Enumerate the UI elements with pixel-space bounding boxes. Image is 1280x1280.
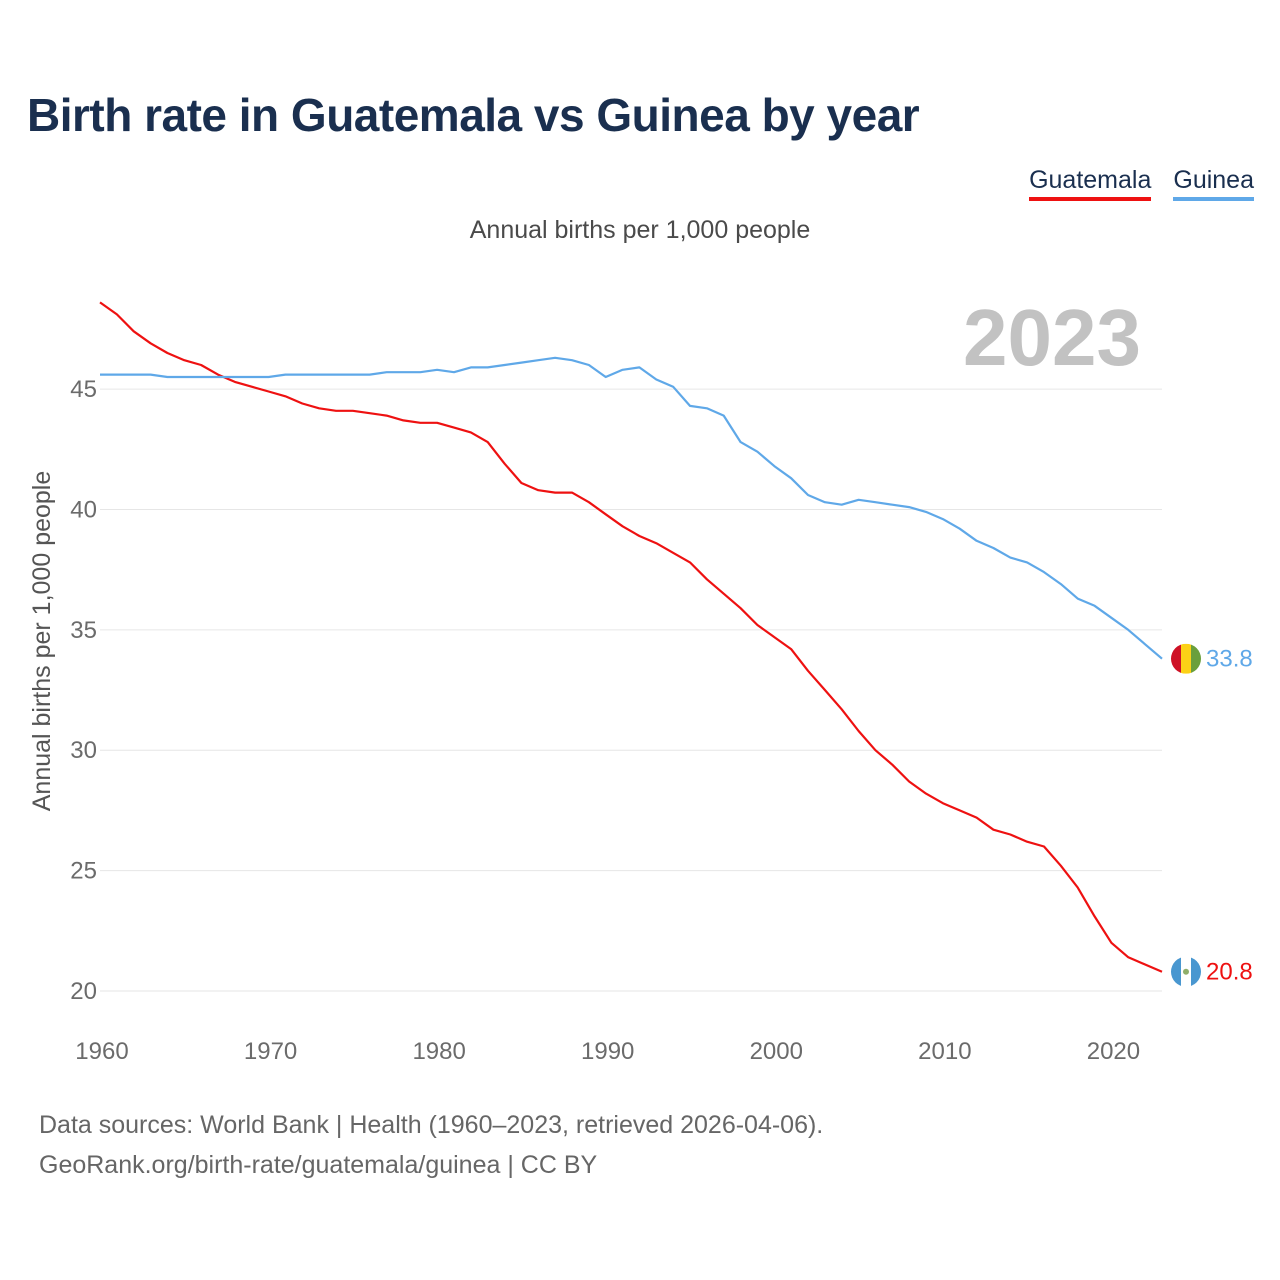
chart-title: Birth rate in Guatemala vs Guinea by yea… bbox=[27, 89, 920, 141]
line-chart: 20 25 30 35 40 45 1960 1970 1980 1990 2000 2010 202… bbox=[28, 301, 1253, 1065]
x-tick-label: 2010 bbox=[918, 1038, 971, 1065]
y-tick-label: 35 bbox=[70, 617, 97, 644]
y-tick-label: 30 bbox=[70, 737, 97, 764]
y-tick-label: 40 bbox=[70, 496, 97, 523]
y-axis-ticks: 20 25 30 35 40 45 bbox=[70, 376, 97, 1005]
series-line-guinea[interactable] bbox=[100, 356, 1163, 660]
y-tick-label: 25 bbox=[70, 858, 97, 885]
x-axis-ticks: 1960 1970 1980 1990 2000 2010 2020 bbox=[75, 1038, 1140, 1065]
legend-item-guatemala[interactable]: Guatemala bbox=[1029, 166, 1152, 201]
end-value-label-guinea: 33.8 bbox=[1206, 646, 1253, 673]
source-url[interactable]: GeoRank.org/birth-rate/guatemala/guinea … bbox=[39, 1151, 598, 1179]
series-line-guatemala[interactable] bbox=[99, 301, 1163, 973]
x-tick-label: 1980 bbox=[412, 1038, 465, 1065]
flag-icon-guinea bbox=[1171, 643, 1201, 674]
grid-lines bbox=[100, 388, 1162, 992]
y-axis-label: Annual births per 1,000 people bbox=[28, 471, 56, 812]
x-tick-label: 1970 bbox=[244, 1038, 297, 1065]
chart-subtitle: Annual births per 1,000 people bbox=[469, 216, 811, 244]
end-markers: 20.8 33.8 bbox=[1171, 643, 1253, 987]
legend: Guatemala Guinea bbox=[1029, 166, 1254, 201]
x-tick-label: 2000 bbox=[750, 1038, 803, 1065]
legend-item-guinea[interactable]: Guinea bbox=[1173, 166, 1254, 201]
flag-icon-guatemala bbox=[1171, 956, 1201, 987]
y-tick-label: 20 bbox=[70, 978, 97, 1005]
y-tick-label: 45 bbox=[70, 376, 97, 403]
x-tick-label: 1990 bbox=[581, 1038, 634, 1065]
end-value-label-guatemala: 20.8 bbox=[1206, 959, 1253, 986]
series-lines bbox=[99, 301, 1163, 973]
x-tick-label: 1960 bbox=[75, 1038, 128, 1065]
x-tick-label: 2020 bbox=[1087, 1038, 1140, 1065]
data-source-note: Data sources: World Bank | Health (1960–… bbox=[39, 1111, 824, 1139]
footer: Data sources: World Bank | Health (1960–… bbox=[39, 1105, 823, 1185]
current-year-label: 2023 bbox=[963, 293, 1141, 382]
